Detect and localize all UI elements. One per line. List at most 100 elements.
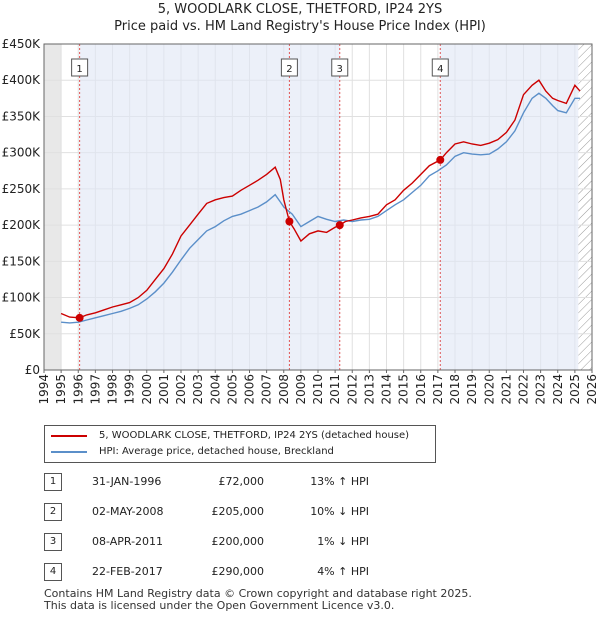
y-axis: £0 £50K £100K £150K £200K £250K £300K £350K £400… [2, 37, 42, 377]
sale-point [75, 313, 84, 322]
x-tick-label: 1998 [106, 374, 120, 405]
sale-price: £205,000 [211, 505, 265, 518]
x-tick-label: 2005 [225, 374, 239, 405]
x-tick-label: 2014 [380, 374, 394, 405]
sale-date: 22-FEB-2017 [92, 565, 163, 578]
series-line [60, 79, 581, 319]
x-axis: 1994 1995 1996 1997 1998 1999 2000 2001 2002 2003… [37, 370, 599, 405]
sale-number: 3 [44, 533, 62, 551]
forecast-hatch-region [578, 44, 592, 370]
x-tick-label: 1995 [54, 374, 68, 405]
sale-point [335, 221, 344, 230]
series-line [61, 92, 580, 324]
legend-label-hpi: HPI: Average price, detached house, Brec… [99, 446, 334, 457]
x-tick-label: 2001 [157, 374, 171, 405]
legend-label-property: 5, WOODLARK CLOSE, THETFORD, IP24 2YS (d… [99, 430, 410, 441]
y-tick-label: £400K [2, 73, 42, 87]
footer: Contains HM Land Registry data © Crown c… [44, 588, 472, 612]
x-tick-label: 2023 [534, 374, 548, 405]
sale-band [79, 44, 290, 370]
x-tick-label: 2000 [140, 374, 154, 405]
x-tick-label: 1999 [123, 374, 137, 405]
footer-line-2: This data is licensed under the Open Gov… [44, 599, 395, 612]
sale-points [75, 155, 445, 322]
x-tick-label: 2011 [328, 374, 342, 405]
x-tick-label: 2025 [568, 374, 582, 405]
sale-box-label: 1 [76, 64, 82, 75]
sale-row: 3 08-APR-2011 £200,000 1% ↓ HPI [44, 530, 444, 560]
sale-box-label: 3 [337, 64, 343, 75]
plot-border [43, 43, 593, 371]
x-tick-label: 2010 [311, 374, 325, 405]
sale-date: 02-MAY-2008 [92, 505, 164, 518]
y-tick-label: £450K [2, 37, 42, 51]
legend-swatch-hpi [51, 451, 87, 453]
sale-row: 4 22-FEB-2017 £290,000 4% ↑ HPI [44, 560, 444, 590]
x-tick-label: 2015 [397, 374, 411, 405]
x-tick-label: 2022 [517, 374, 531, 405]
sale-band [440, 44, 579, 370]
x-tick-label: 2016 [414, 374, 428, 405]
legend-swatch-property [51, 435, 87, 437]
x-tick-label: 2013 [362, 374, 376, 405]
x-tick-label: 2019 [465, 374, 479, 405]
x-tick-label: 1996 [71, 374, 85, 405]
y-tick-label: £150K [2, 254, 42, 268]
x-tick-label: 2006 [243, 374, 257, 405]
title-line-2: Price paid vs. HM Land Registry's House … [114, 19, 486, 34]
sale-hpi-diff: 4% ↑ HPI [317, 565, 369, 578]
y-tick-label: £350K [2, 109, 42, 123]
x-tick-label: 2017 [431, 374, 445, 405]
sale-shading [79, 44, 579, 370]
y-tick-label: £250K [2, 182, 42, 196]
x-tick-label: 1994 [37, 374, 51, 405]
sale-date: 08-APR-2011 [92, 535, 164, 548]
sale-date: 31-JAN-1996 [92, 475, 162, 488]
x-tick-label: 2003 [191, 374, 205, 405]
sale-hpi-diff: 13% ↑ HPI [310, 475, 369, 488]
x-tick-label: 2018 [448, 374, 462, 405]
y-tick-label: £50K [9, 327, 41, 341]
price-chart: 1 2 3 4 £0 £50K £100K £150K £200K £250K £300K £350… [2, 37, 599, 405]
x-tick-label: 2021 [499, 374, 513, 405]
x-tick-label: 2026 [585, 374, 599, 405]
x-tick-label: 2024 [551, 374, 565, 405]
x-tick-label: 2009 [294, 374, 308, 405]
sale-row: 2 02-MAY-2008 £205,000 10% ↓ HPI [44, 500, 444, 530]
y-tick-label: £100K [2, 291, 42, 305]
sale-row: 1 31-JAN-1996 £72,000 13% ↑ HPI [44, 470, 444, 500]
sale-price: £200,000 [211, 535, 265, 548]
sale-box [280, 58, 298, 77]
series-lines [60, 79, 581, 324]
sale-hpi-diff: 10% ↓ HPI [310, 505, 369, 518]
x-tick-label: 2004 [208, 374, 222, 405]
footer-line-1: Contains HM Land Registry data © Crown c… [44, 587, 472, 600]
title-line-1: 5, WOODLARK CLOSE, THETFORD, IP24 2YS [157, 2, 443, 17]
x-tick-label: 2012 [345, 374, 359, 405]
sale-point [285, 217, 294, 226]
y-tick-label: £200K [2, 218, 42, 232]
sale-price: £290,000 [211, 565, 265, 578]
sale-point [436, 155, 445, 164]
pre-data-region [44, 44, 62, 370]
sale-box-label: 2 [286, 64, 292, 75]
x-tick-label: 2007 [260, 374, 274, 405]
sale-price: £72,000 [218, 475, 265, 488]
legend: 5, WOODLARK CLOSE, THETFORD, IP24 2YS (d… [44, 425, 436, 463]
sale-markers: 1 2 3 4 [71, 44, 449, 370]
sale-box [71, 58, 89, 77]
x-tick-label: 2020 [482, 374, 496, 405]
x-tick-label: 2002 [174, 374, 188, 405]
sale-number: 1 [44, 473, 62, 491]
x-tick-label: 2008 [277, 374, 291, 405]
sale-box-label: 4 [437, 64, 443, 75]
sale-number: 4 [44, 563, 62, 581]
y-tick-label: £0 [25, 363, 40, 377]
sales-table: 1 31-JAN-1996 £72,000 13% ↑ HPI 2 02-MAY… [44, 470, 444, 590]
sale-number: 2 [44, 503, 62, 521]
x-tick-label: 1997 [88, 374, 102, 405]
chart-title: 5, WOODLARK CLOSE, THETFORD, IP24 2YS Pr… [0, 1, 600, 35]
sale-hpi-diff: 1% ↓ HPI [317, 535, 369, 548]
sale-box [431, 58, 449, 77]
sale-band [289, 44, 340, 370]
